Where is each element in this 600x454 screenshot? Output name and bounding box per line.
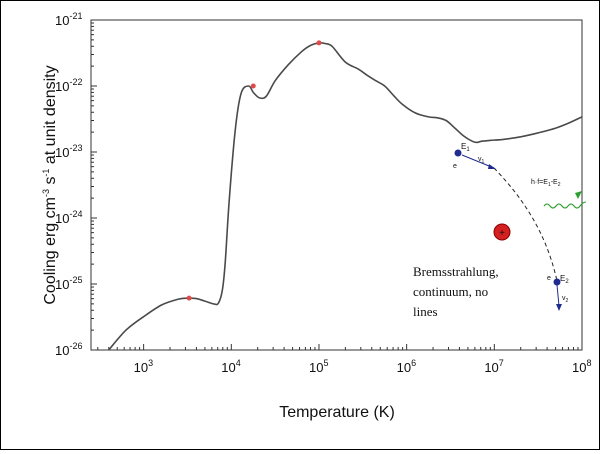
x-tick-label: 106	[397, 358, 416, 375]
x-tick-label: 107	[484, 358, 503, 375]
x-tick-label: 104	[221, 358, 240, 375]
v2-label: v2	[562, 295, 569, 304]
cooling-curve-line	[108, 41, 582, 350]
x-tick-label: 108	[572, 358, 591, 375]
y-tick-label: 10-22	[55, 77, 82, 94]
velocity-2-arrowhead	[556, 304, 562, 311]
y-tick-label: 10-26	[55, 341, 82, 358]
nucleus-plus-sign: +	[499, 228, 505, 239]
bremsstrahlung-caption: Bremsstrahlung, continuum, no lines	[413, 264, 502, 319]
x-tick-label: 105	[309, 358, 328, 375]
x-tick-label: 103	[134, 358, 153, 375]
red-marker	[316, 40, 322, 46]
series-layer	[108, 41, 582, 350]
velocity-2-vector	[556, 284, 560, 307]
y-tick-label: 10-25	[55, 275, 82, 292]
y-axis-title: Cooling erg cm-3 s-1 at unit density	[41, 65, 59, 304]
electron-trajectory	[493, 167, 558, 282]
photon-energy-label: h·f=E1-E2	[531, 179, 561, 188]
electron-2-label: e	[547, 275, 551, 282]
plot-frame	[90, 19, 583, 351]
photon-wave	[543, 201, 587, 209]
velocity-1-arrowhead	[488, 164, 496, 169]
marker-layer	[186, 40, 322, 301]
axis-ticks: 103 104 105 106 107 108 10-21 10-22 10-23 10-24 10…	[55, 11, 591, 375]
electron-2	[553, 278, 561, 286]
nucleus	[493, 223, 511, 241]
photon-arrowhead	[575, 191, 582, 199]
red-marker	[186, 295, 192, 301]
e2-label: E2	[560, 274, 569, 285]
v1-label: v1	[478, 156, 485, 165]
y-tick-label: 10-24	[55, 209, 82, 226]
electron-1-label: e	[453, 163, 457, 170]
x-axis-title: Temperature (K)	[279, 404, 395, 421]
e1-label: E1	[461, 142, 470, 153]
y-tick-label: 10-21	[55, 11, 82, 28]
red-marker	[250, 83, 256, 89]
electron-1	[454, 149, 462, 157]
bremsstrahlung-diagram: E1 e v1 E2 e v2 + h·f=E1-E2 Bremsstrahlu…	[413, 142, 587, 319]
y-tick-label: 10-23	[55, 143, 82, 160]
